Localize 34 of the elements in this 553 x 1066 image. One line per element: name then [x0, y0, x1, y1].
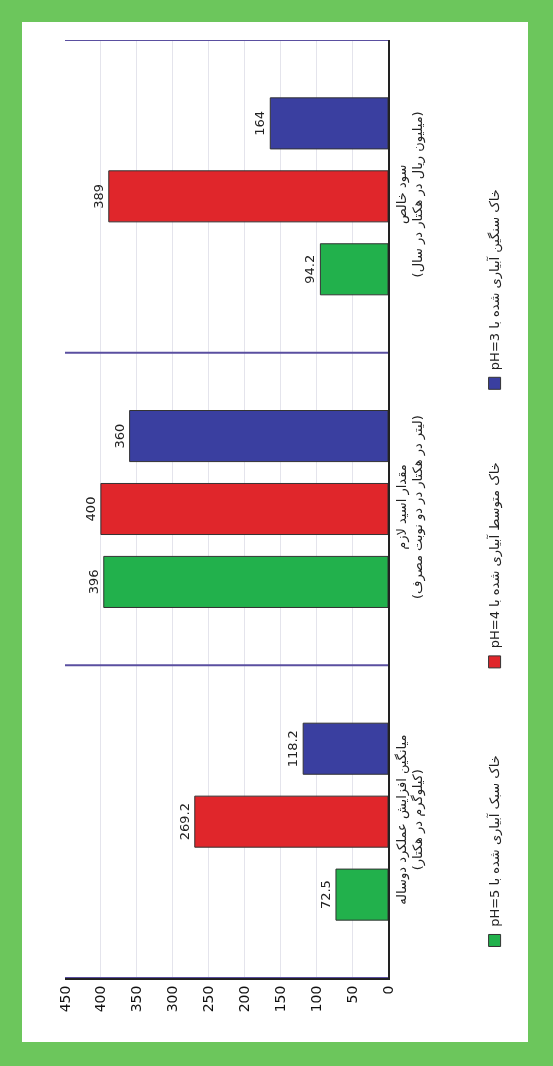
data-label: 94.2 [302, 254, 318, 284]
data-label: 118.2 [285, 730, 301, 768]
bar [269, 97, 388, 150]
text: خاک سنگین آبیاری شده با pH=3 [486, 189, 504, 371]
y-tick-label: میانگین افزایش عملکرد دوساله (کیلوگرم در هکتار) [393, 734, 427, 905]
data-label: 360 [111, 423, 127, 449]
x-tick-label: 50 [343, 985, 360, 1004]
x-tick-label: 450 [56, 985, 73, 1013]
bar [194, 795, 388, 848]
bar [335, 868, 388, 921]
x-tick-label: 200 [235, 985, 252, 1013]
x-tick-label: 250 [200, 985, 217, 1013]
x-tick-label: 0 [379, 985, 396, 995]
x-tick-label: 300 [164, 985, 181, 1013]
data-label: 269.2 [176, 803, 192, 841]
data-label: 396 [85, 569, 101, 595]
x-tick-label: 150 [271, 985, 288, 1013]
y-tick-label: سود خالص (میلیون ریال در هکتار در سال) [393, 111, 427, 278]
x-tick-label: 100 [307, 985, 324, 1013]
x-tick-label: 400 [92, 985, 109, 1013]
text: خاک سبک آبیاری شده با pH=5 [486, 755, 504, 927]
bar [319, 243, 388, 296]
bar [100, 482, 388, 536]
data-label: 164 [252, 110, 268, 136]
x-tick-label: 350 [128, 985, 145, 1013]
text: خاک متوسط آبیاری شده با pH=4 [485, 462, 503, 649]
data-label: 400 [82, 496, 98, 522]
bar [103, 555, 388, 608]
bar [302, 722, 388, 775]
bar [108, 170, 388, 223]
data-label: 389 [90, 183, 106, 209]
bar [129, 410, 388, 463]
y-tick-label: مقدار اسید لازم (لیتر در هکتار در دو نوبت مصرف) [393, 415, 427, 600]
data-label: 72.5 [317, 880, 333, 910]
